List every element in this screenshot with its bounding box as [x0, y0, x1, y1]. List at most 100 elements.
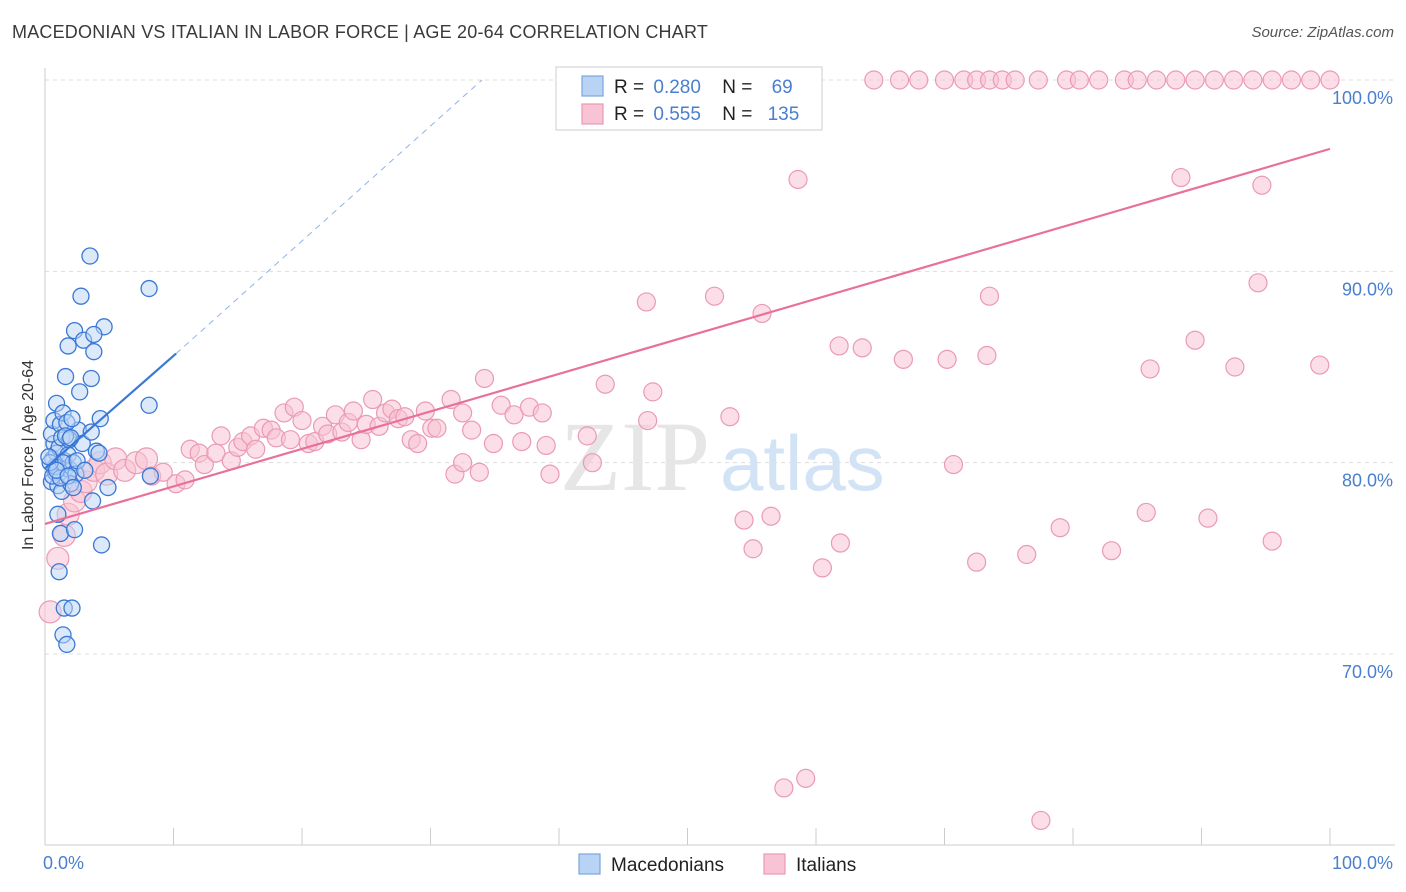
- y-tick-label: 70.0%: [1342, 662, 1393, 682]
- italians-point: [595, 374, 615, 394]
- italians-point: [292, 410, 312, 431]
- stats-legend: R = 0.280 N = 69 R = 0.555 N = 135: [555, 66, 823, 131]
- svg-text:R = 0.280 N =: R = 0.280 N = 69: [614, 77, 793, 98]
- legend-blue-r-value: 0.280: [653, 77, 701, 98]
- gridlines: [45, 79, 1395, 655]
- legend-macedonians-swatch: [578, 853, 601, 875]
- macedonians-trend-line: [44, 352, 177, 470]
- italians-point: [343, 401, 363, 421]
- macedonians-point: [82, 423, 100, 441]
- macedonians-point: [59, 337, 77, 355]
- macedonians-point: [90, 444, 108, 462]
- macedonians-point: [65, 520, 84, 539]
- italians-point: [752, 303, 772, 324]
- italians-point: [977, 345, 997, 366]
- italians-point: [1320, 70, 1340, 90]
- italians-point: [427, 418, 447, 438]
- italians-point: [1225, 357, 1245, 377]
- italians-point: [1136, 502, 1156, 523]
- macedonians-points: [40, 247, 160, 654]
- italians-point: [1005, 70, 1025, 90]
- macedonians-point: [64, 478, 82, 497]
- chart-title: MACEDONIAN VS ITALIAN IN LABOR FORCE | A…: [12, 22, 709, 42]
- italians-point: [774, 778, 794, 798]
- macedonians-point: [56, 367, 75, 386]
- italians-point: [474, 368, 495, 389]
- legend-blue-r-label: R =: [614, 77, 644, 98]
- italians-point: [1069, 70, 1090, 90]
- italians-trend-line: [44, 147, 1331, 525]
- italians-point: [211, 426, 231, 446]
- macedonians-point: [62, 429, 80, 447]
- italians-point: [512, 432, 532, 452]
- italians-point: [1301, 70, 1321, 90]
- macedonians-point: [72, 287, 90, 305]
- italians-point: [491, 395, 511, 415]
- italians-point: [453, 453, 473, 473]
- macedonians-point: [83, 492, 102, 510]
- italians-point: [1017, 544, 1037, 565]
- italians-point: [280, 430, 301, 450]
- italians-point: [1185, 70, 1205, 90]
- italians-point: [743, 539, 763, 559]
- legend-pink-r-value: 0.555: [653, 104, 701, 125]
- italians-point: [852, 338, 872, 358]
- italians-point: [909, 70, 929, 90]
- italians-point: [1262, 70, 1282, 90]
- italians-point: [761, 506, 781, 526]
- italians-point: [1262, 531, 1282, 551]
- italians-point: [734, 510, 754, 530]
- italians-point: [796, 768, 816, 788]
- legend-blue-n-value: 69: [772, 77, 793, 98]
- italians-point: [1171, 167, 1191, 188]
- italians-point: [937, 349, 957, 369]
- trend-lines: [44, 79, 1331, 525]
- italians-point: [175, 470, 195, 490]
- macedonians-point: [51, 524, 70, 543]
- italians-point: [1185, 330, 1205, 350]
- italians-point: [469, 462, 489, 482]
- italians-point: [979, 286, 1000, 306]
- macedonians-point: [71, 383, 89, 401]
- italians-point: [1101, 541, 1122, 561]
- italians-point: [1198, 508, 1218, 528]
- macedonians-point: [82, 369, 100, 388]
- svg-text:R = 0.555 N =: R = 0.555 N = 135: [614, 104, 799, 125]
- italians-point: [1140, 359, 1160, 379]
- legend-macedonians-label: Macedonians: [611, 855, 724, 876]
- legend-italians-swatch: [763, 853, 786, 875]
- macedonians-point: [81, 247, 99, 265]
- italians-point: [1281, 70, 1302, 90]
- italians-point: [408, 433, 428, 454]
- italians-point: [720, 407, 740, 427]
- macedonians-trend-extension: [175, 79, 483, 354]
- x-tick-labels: 0.0% 100.0%: [43, 853, 1393, 873]
- italians-point: [1166, 70, 1186, 90]
- italians-point: [1204, 70, 1224, 90]
- macedonians-point: [140, 396, 158, 414]
- y-axis-title: In Labor Force | Age 20-64: [20, 360, 37, 550]
- legend-blue-n-label: N =: [722, 77, 752, 98]
- macedonians-point: [85, 343, 103, 361]
- legend-blue-swatch: [581, 75, 604, 97]
- italians-point: [1252, 175, 1272, 195]
- y-tick-label: 80.0%: [1342, 471, 1393, 491]
- macedonians-point: [141, 467, 160, 485]
- italians-points: [38, 70, 1340, 831]
- macedonians-point: [63, 599, 81, 617]
- y-tick-label: 100.0%: [1332, 88, 1393, 108]
- legend-pink-swatch: [581, 103, 604, 125]
- italians-point: [206, 443, 226, 463]
- italians-point: [577, 426, 597, 446]
- italians-point: [830, 533, 851, 553]
- italians-point: [893, 349, 913, 369]
- macedonians-point: [85, 325, 103, 344]
- italians-point: [453, 403, 473, 423]
- y-tick-labels: 70.0% 80.0% 90.0% 100.0%: [1332, 88, 1393, 682]
- macedonians-point: [92, 536, 111, 554]
- y-tick-label: 90.0%: [1342, 279, 1393, 299]
- italians-point: [636, 292, 656, 312]
- watermark-atlas: atlas: [720, 419, 885, 507]
- italians-point: [864, 70, 884, 90]
- italians-point: [788, 169, 808, 190]
